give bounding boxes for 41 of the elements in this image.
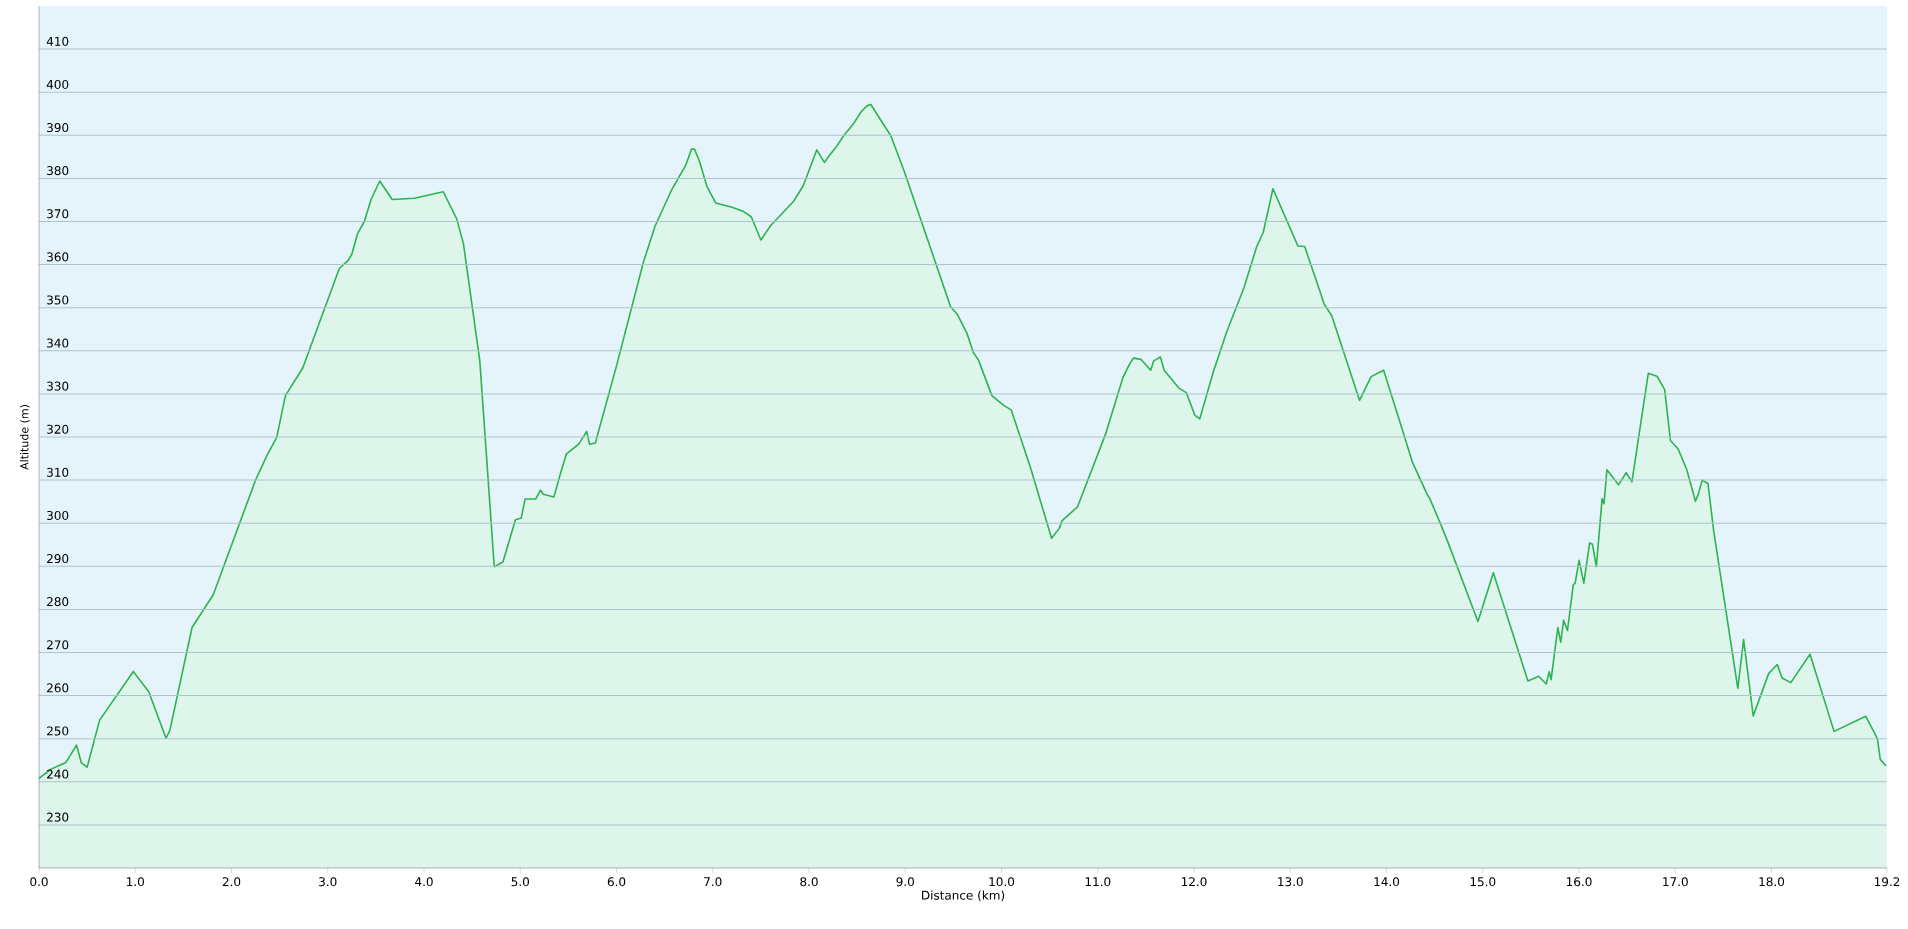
y-tick-label: 240 — [47, 769, 69, 779]
y-tick-label: 340 — [47, 338, 69, 348]
y-tick-label: 390 — [47, 123, 69, 133]
x-tick-label: 8.0 — [800, 877, 818, 887]
y-tick-label: 300 — [47, 510, 69, 520]
x-tick-label: 16.0 — [1566, 877, 1592, 887]
y-tick-label: 230 — [47, 812, 69, 822]
x-tick-label: 19.2 — [1874, 877, 1900, 887]
y-tick-label: 310 — [47, 467, 69, 477]
x-tick-label: 1.0 — [127, 877, 144, 887]
y-tick-label: 260 — [47, 683, 69, 693]
y-tick-label: 320 — [47, 424, 69, 434]
x-tick-label: 0.0 — [30, 877, 48, 887]
y-tick-label: 370 — [47, 209, 69, 219]
x-tick-label: 18.0 — [1759, 877, 1785, 887]
x-tick-label: 9.0 — [896, 877, 914, 887]
y-tick-label: 410 — [46, 36, 69, 46]
x-tick-label: 13.0 — [1278, 877, 1303, 887]
x-tick-label: 4.0 — [415, 877, 433, 887]
x-tick-label: 6.0 — [607, 877, 626, 887]
y-tick-label: 350 — [47, 295, 69, 305]
x-axis-title: Distance (km) — [922, 890, 1005, 902]
x-tick-label: 5.0 — [511, 877, 529, 887]
y-tick-label: 290 — [47, 554, 69, 564]
x-tick-label: 10.0 — [989, 877, 1015, 887]
x-tick-label: 17.0 — [1663, 877, 1688, 887]
y-tick-label: 360 — [47, 252, 69, 262]
x-tick-label: 11.0 — [1085, 877, 1111, 887]
x-tick-label: 14.0 — [1374, 877, 1400, 887]
y-tick-label: 250 — [47, 726, 69, 736]
x-tick-label: 12.0 — [1181, 877, 1207, 887]
y-tick-label: 280 — [47, 597, 69, 607]
x-tick-label: 3.0 — [319, 877, 337, 887]
y-axis-title: Altitude (m) — [19, 405, 30, 470]
y-tick-label: 400 — [46, 79, 69, 89]
y-tick-label: 330 — [47, 381, 69, 391]
x-tick-label: 2.0 — [222, 877, 241, 887]
x-tick-label: 15.0 — [1470, 877, 1496, 887]
x-tick-label: 7.0 — [704, 877, 722, 887]
y-tick-label: 270 — [47, 640, 69, 650]
y-tick-label: 380 — [47, 166, 69, 176]
